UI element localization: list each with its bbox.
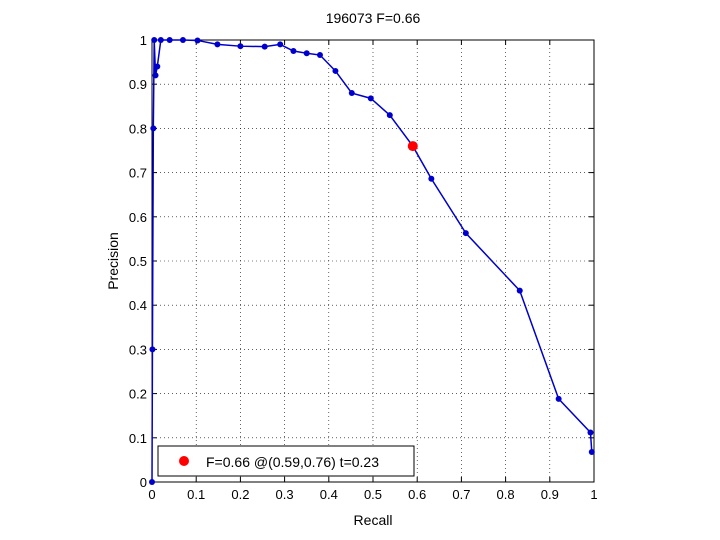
x-tick-label: 0.3 [276,487,294,502]
data-point [428,175,435,182]
y-tick-label: 0.7 [129,166,147,181]
y-tick-label: 1 [140,33,147,48]
y-tick-label: 0.2 [129,387,147,402]
y-tick-label: 0.1 [129,431,147,446]
data-point [555,395,562,402]
x-tick-label: 0.6 [408,487,426,502]
x-tick-label: 0.5 [364,487,382,502]
x-tick-label: 0.2 [231,487,249,502]
data-point [462,230,469,237]
series-line [151,39,593,483]
x-tick-labels: 0 0.1 0.2 0.3 0.4 0.5 0.6 0.7 0.8 0.9 1 [148,487,597,502]
y-tick-label: 0.4 [129,298,147,313]
data-point [149,479,155,485]
data-point [150,125,157,132]
data-point [152,72,159,79]
grid [152,40,594,482]
data-point [154,63,161,70]
data-point [166,37,173,43]
data-point [316,52,323,59]
data-point [149,346,156,353]
data-point [261,43,268,50]
x-tick-label: 1 [590,487,597,502]
chart-title: 196073 F=0.66 [326,10,421,26]
series [149,37,595,485]
highlight [407,141,418,152]
data-point [348,90,355,97]
legend-label: F=0.66 @(0.59,0.76) t=0.23 [206,454,379,470]
data-point [179,37,186,43]
data-point [237,43,244,50]
y-axis-label: Precision [105,232,121,290]
legend-box [157,445,415,477]
data-point [277,41,284,48]
y-tick-label: 0.9 [129,77,147,92]
data-point [157,37,164,43]
data-point [587,429,594,436]
best-f-point [407,141,418,152]
x-tick-label: 0.9 [541,487,559,502]
data-point [516,287,523,294]
y-tick-label: 0.5 [129,254,147,269]
data-point [588,448,595,455]
legend: F=0.66 @(0.59,0.76) t=0.23 [157,445,415,477]
y-tick-label: 0.8 [129,121,147,136]
data-point [303,50,310,57]
x-tick-label: 0.4 [320,487,338,502]
legend-marker [179,456,189,466]
data-point [151,37,158,43]
y-tick-label: 0.6 [129,210,147,225]
x-tick-label: 0 [148,487,155,502]
y-tick-label: 0.3 [129,342,147,357]
data-point [194,37,201,44]
data-point [214,41,221,48]
x-tick-label: 0.7 [452,487,470,502]
x-tick-label: 0.1 [187,487,205,502]
data-point [332,67,339,74]
data-point [367,95,374,102]
x-axis-label: Recall [354,512,393,528]
data-point [290,48,297,55]
y-tick-label: 0 [140,475,147,490]
data-point [386,112,393,119]
y-tick-labels: 0 0.1 0.2 0.3 0.4 0.5 0.6 0.7 0.8 0.9 1 [129,33,147,490]
x-tick-label: 0.8 [497,487,515,502]
